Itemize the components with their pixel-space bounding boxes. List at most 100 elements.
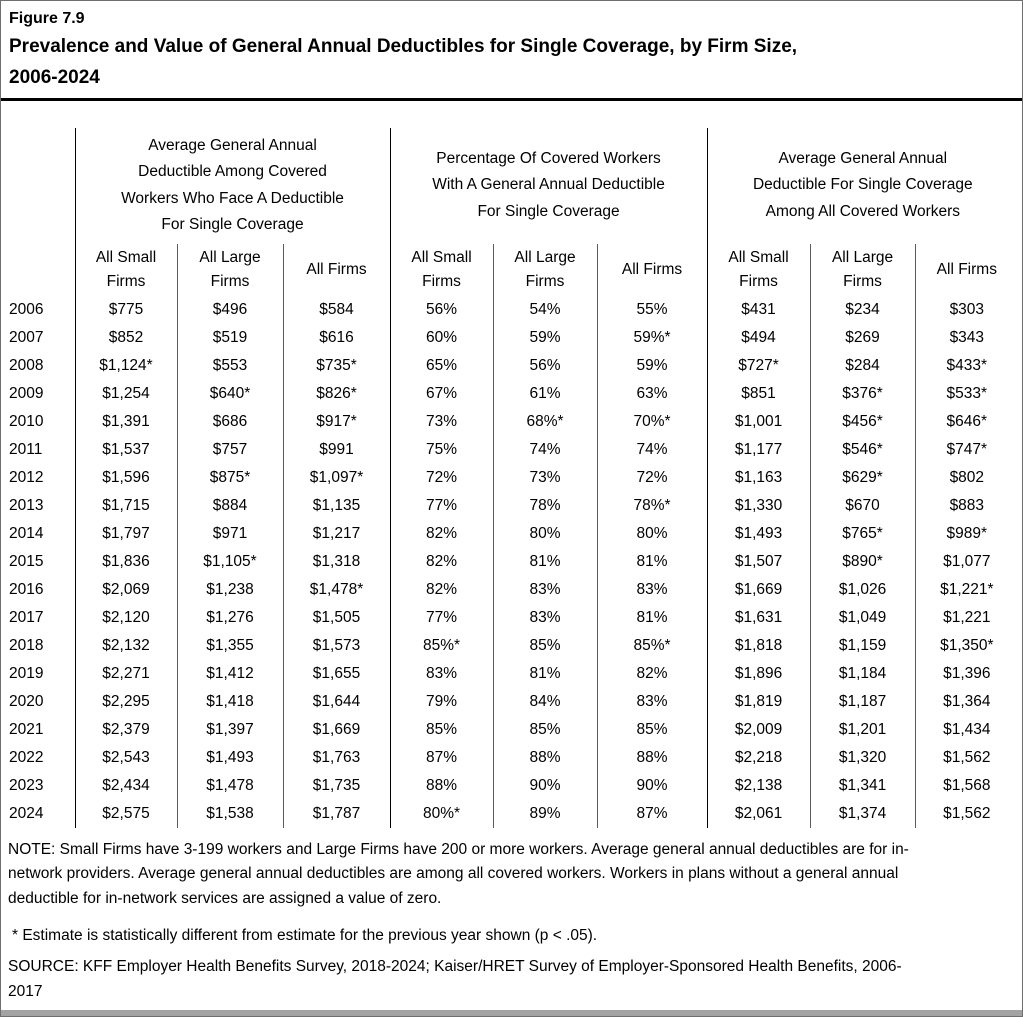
value-cell: $890*: [809, 547, 916, 576]
value-cell: $546*: [809, 435, 916, 464]
value-cell: $1,318: [282, 547, 391, 576]
subheader-large-firms: All Large Firms: [492, 243, 598, 296]
value-cell: 81%: [596, 603, 708, 632]
value-cell: $826*: [282, 379, 391, 408]
subheader-small-firms: All Small Firms: [706, 243, 811, 296]
value-cell: $1,538: [176, 799, 283, 828]
table-row: 2018 $2,132 $1,355 $1,573 85%* 85% 85%* …: [5, 631, 1019, 660]
year-cell: 2011: [5, 435, 76, 464]
value-cell: $1,418: [176, 687, 283, 716]
value-cell: $1,644: [282, 687, 391, 716]
table-row: 2013 $1,715 $884 $1,135 77% 78% 78%* $1,…: [5, 491, 1019, 520]
value-cell: 72%: [389, 463, 494, 492]
value-cell: $1,655: [282, 659, 391, 688]
value-cell: $1,568: [914, 771, 1019, 800]
value-cell: $1,187: [809, 687, 916, 716]
value-cell: $1,135: [282, 491, 391, 520]
value-cell: $2,009: [706, 715, 811, 744]
value-cell: $1,836: [74, 547, 177, 576]
table-row: 2014 $1,797 $971 $1,217 82% 80% 80% $1,4…: [5, 519, 1019, 548]
value-cell: $1,201: [809, 715, 916, 744]
value-cell: $1,478: [176, 771, 283, 800]
value-cell: 85%: [389, 715, 494, 744]
value-cell: $851: [706, 379, 811, 408]
value-cell: $757: [176, 435, 283, 464]
value-cell: $2,061: [706, 799, 811, 828]
value-cell: $1,026: [809, 575, 916, 604]
table-row: 2012 $1,596 $875* $1,097* 72% 73% 72% $1…: [5, 463, 1019, 492]
figure-label: Figure 7.9: [9, 10, 85, 27]
value-cell: $989*: [914, 519, 1019, 548]
value-cell: $1,184: [809, 659, 916, 688]
table-row: 2023 $2,434 $1,478 $1,735 88% 90% 90% $2…: [5, 771, 1019, 800]
table-row: 2010 $1,391 $686 $917* 73% 68%* 70%* $1,…: [5, 407, 1019, 436]
value-cell: 85%: [492, 631, 598, 660]
value-cell: 61%: [492, 379, 598, 408]
value-cell: $917*: [282, 407, 391, 436]
value-cell: $1,105*: [176, 547, 283, 576]
year-column-spacer: [5, 127, 76, 244]
value-cell: 63%: [596, 379, 708, 408]
value-cell: $2,120: [74, 603, 177, 632]
source-text: SOURCE: KFF Employer Health Benefits Sur…: [8, 957, 902, 1000]
footnotes: NOTE: Small Firms have 3-199 workers and…: [1, 838, 1022, 1005]
table-row: 2019 $2,271 $1,412 $1,655 83% 81% 82% $1…: [5, 659, 1019, 688]
value-cell: $1,221*: [914, 575, 1019, 604]
value-cell: 89%: [492, 799, 598, 828]
value-cell: 83%: [492, 575, 598, 604]
value-cell: 68%*: [492, 407, 598, 436]
value-cell: $2,069: [74, 575, 177, 604]
value-cell: $2,379: [74, 715, 177, 744]
value-cell: 77%: [389, 491, 494, 520]
value-cell: $1,077: [914, 547, 1019, 576]
year-cell: 2015: [5, 547, 76, 576]
value-cell: $1,391: [74, 407, 177, 436]
value-cell: $991: [282, 435, 391, 464]
year-cell: 2006: [5, 295, 76, 324]
table-row: 2015 $1,836 $1,105* $1,318 82% 81% 81% $…: [5, 547, 1019, 576]
value-cell: $1,276: [176, 603, 283, 632]
value-cell: $584: [282, 295, 391, 324]
value-cell: $686: [176, 407, 283, 436]
value-cell: 56%: [492, 351, 598, 380]
value-cell: $1,562: [914, 743, 1019, 772]
value-cell: $1,787: [282, 799, 391, 828]
year-cell: 2009: [5, 379, 76, 408]
subheader-small-firms: All Small Firms: [389, 243, 494, 296]
value-cell: 85%: [492, 715, 598, 744]
value-cell: $616: [282, 323, 391, 352]
subheader-all-firms: All Firms: [596, 243, 708, 296]
value-cell: 82%: [596, 659, 708, 688]
value-cell: $971: [176, 519, 283, 548]
value-cell: 80%*: [389, 799, 494, 828]
value-cell: $1,238: [176, 575, 283, 604]
year-cell: 2014: [5, 519, 76, 548]
table-row: 2016 $2,069 $1,238 $1,478* 82% 83% 83% $…: [5, 575, 1019, 604]
value-cell: 83%: [596, 575, 708, 604]
value-cell: 78%: [492, 491, 598, 520]
table-row: 2024 $2,575 $1,538 $1,787 80%* 89% 87% $…: [5, 799, 1019, 828]
value-cell: $1,159: [809, 631, 916, 660]
value-cell: $883: [914, 491, 1019, 520]
value-cell: $1,320: [809, 743, 916, 772]
group-header-row: Average General Annual Deductible Among …: [5, 127, 1019, 244]
value-cell: 87%: [596, 799, 708, 828]
value-cell: $1,177: [706, 435, 811, 464]
value-cell: $1,163: [706, 463, 811, 492]
value-cell: $775: [74, 295, 177, 324]
value-cell: $1,374: [809, 799, 916, 828]
value-cell: $2,132: [74, 631, 177, 660]
year-cell: 2023: [5, 771, 76, 800]
value-cell: 82%: [389, 547, 494, 576]
value-cell: 90%: [596, 771, 708, 800]
value-cell: 82%: [389, 519, 494, 548]
subheader-all-firms: All Firms: [914, 243, 1019, 296]
value-cell: $2,218: [706, 743, 811, 772]
value-cell: $433*: [914, 351, 1019, 380]
value-cell: 60%: [389, 323, 494, 352]
value-cell: $735*: [282, 351, 391, 380]
value-cell: $1,493: [176, 743, 283, 772]
value-cell: 81%: [492, 659, 598, 688]
year-cell: 2013: [5, 491, 76, 520]
